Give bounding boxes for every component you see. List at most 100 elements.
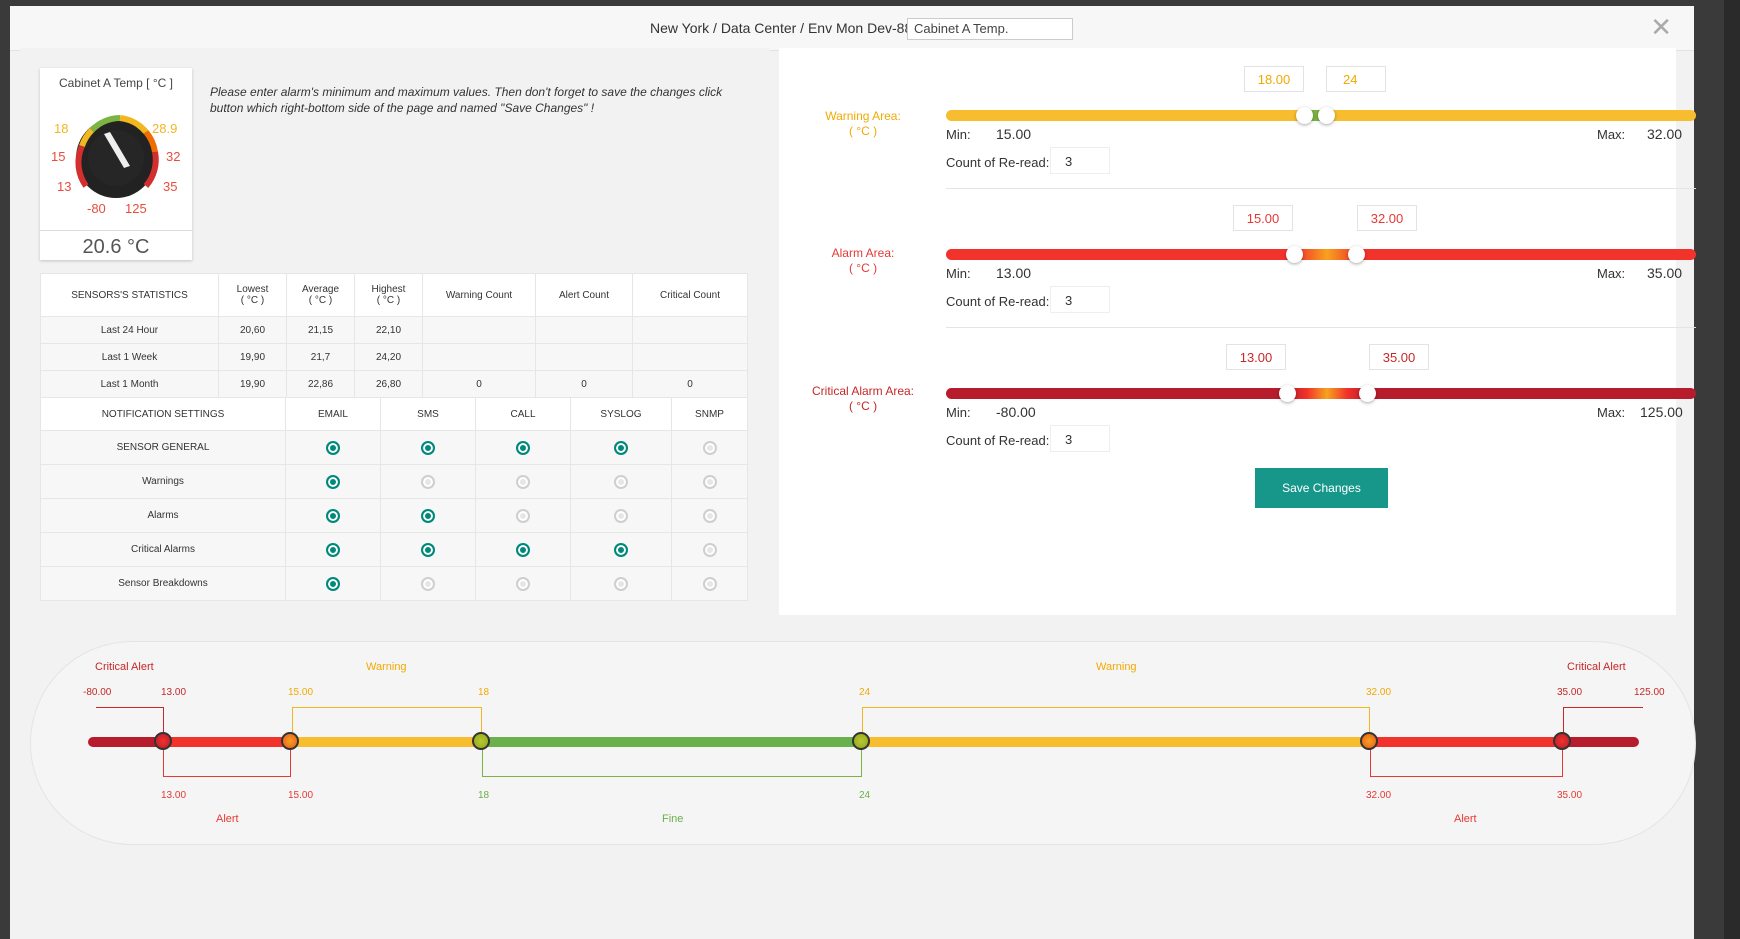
warning-low-input[interactable]: 18.00 (1244, 66, 1304, 92)
call-radio[interactable] (516, 474, 530, 489)
alarm-area-unit: ( °C ) (848, 261, 878, 275)
syslog-radio[interactable] (614, 508, 628, 523)
gauge-divider (40, 230, 192, 231)
warning-right-top-bracket (862, 707, 1370, 738)
scale-alert-left-segment (164, 737, 291, 747)
table-row: Last 1 Week 19,90 21,7 24,20 (40, 343, 748, 371)
alarm-max-handle[interactable] (1348, 246, 1365, 263)
critical-area-unit: ( °C ) (848, 399, 878, 413)
table-row: SENSOR GENERAL (40, 430, 748, 465)
sms-radio[interactable] (421, 508, 435, 523)
warning-high-input[interactable]: 24 (1326, 66, 1386, 92)
scale-critical-alert-right-label: Critical Alert (1567, 661, 1626, 673)
warning-reread-input[interactable]: 3 (1050, 147, 1110, 174)
alarm-reread-label: Count of Re-read: (946, 294, 1050, 309)
warning-max-handle[interactable] (1318, 107, 1335, 124)
notif-row-label: Critical Alarms (40, 532, 286, 567)
stats-cell-average: 21,7 (286, 343, 355, 371)
syslog-radio[interactable] (614, 440, 628, 455)
warning-area-slider[interactable] (946, 107, 1696, 124)
critical-max-value: 125.00 (1640, 404, 1683, 420)
alarm-low-input[interactable]: 15.00 (1233, 205, 1293, 231)
alarm-reread-input[interactable]: 3 (1050, 286, 1110, 313)
scale-fine-segment (482, 737, 862, 747)
table-row: Sensor Breakdowns (40, 566, 748, 601)
alarm-high-input[interactable]: 32.00 (1357, 205, 1417, 231)
syslog-radio[interactable] (614, 474, 628, 489)
sms-radio[interactable] (421, 542, 435, 557)
scale-marker-critical-high (1553, 732, 1571, 750)
warning-min-value: 15.00 (996, 126, 1032, 142)
warning-left-top-bracket (292, 707, 482, 738)
warning-min-handle[interactable] (1296, 107, 1313, 124)
critical-left-top-bracket (96, 707, 164, 738)
sms-radio[interactable] (421, 440, 435, 455)
notif-header-sms: SMS (380, 397, 476, 431)
page-scrollbar[interactable] (1724, 0, 1740, 939)
snmp-radio[interactable] (702, 440, 717, 455)
stats-cell-average: 22,86 (286, 370, 355, 398)
email-radio[interactable] (326, 440, 340, 455)
alarm-min-handle[interactable] (1286, 246, 1303, 263)
scale-top-value: 32.00 (1366, 687, 1392, 698)
warning-area-unit: ( °C ) (848, 124, 878, 138)
stats-cell-highest: 22,10 (354, 316, 423, 344)
email-radio[interactable] (326, 542, 340, 557)
critical-min-handle[interactable] (1279, 385, 1296, 402)
email-radio[interactable] (326, 576, 340, 591)
stats-header-lowest: Lowest ( °C ) (218, 273, 287, 317)
snmp-radio[interactable] (702, 508, 717, 523)
critical-reread-input[interactable]: 3 (1050, 425, 1110, 452)
warning-max-label: Max: (1597, 127, 1626, 142)
call-radio[interactable] (516, 440, 530, 455)
notif-row-label: Sensor Breakdowns (40, 566, 286, 601)
call-radio[interactable] (516, 576, 530, 591)
gauge-label-alarm-low: 15 (51, 149, 66, 164)
stats-cell-warning (422, 343, 536, 371)
scale-alert-right-label: Alert (1454, 813, 1477, 825)
scale-critical-left-segment (88, 737, 164, 747)
gauge-dial (75, 115, 159, 198)
scale-alert-right-segment (1370, 737, 1563, 747)
syslog-radio[interactable] (614, 542, 628, 557)
scale-top-value: 13.00 (161, 687, 187, 698)
snmp-radio[interactable] (702, 474, 717, 489)
table-row: Warnings (40, 464, 748, 499)
stats-row-label: Last 1 Week (40, 343, 219, 371)
call-radio[interactable] (516, 542, 530, 557)
critical-max-handle[interactable] (1359, 385, 1376, 402)
stats-cell-critical: 0 (632, 370, 748, 398)
snmp-radio[interactable] (702, 542, 717, 557)
sms-radio[interactable] (421, 576, 435, 591)
gauge-label-alarm-high: 32 (166, 149, 181, 164)
scale-critical-alert-left-label: Critical Alert (95, 661, 154, 673)
close-icon[interactable]: ✕ (1650, 12, 1672, 42)
scale-marker-alarm-high (1360, 732, 1378, 750)
stats-cell-warning (422, 316, 536, 344)
alarm-min-value: 13.00 (996, 265, 1032, 281)
scale-warning-left-segment (291, 737, 482, 747)
critical-area-slider[interactable] (946, 385, 1696, 402)
alarm-area-slider[interactable] (946, 246, 1696, 263)
sensor-statistics-table: SENSORS'S STATISTICS Lowest ( °C ) Avera… (40, 273, 748, 398)
sms-radio[interactable] (421, 474, 435, 489)
scale-top-value: -80.00 (83, 687, 112, 698)
call-radio[interactable] (516, 508, 530, 523)
syslog-radio[interactable] (614, 576, 628, 591)
critical-low-input[interactable]: 13.00 (1226, 344, 1286, 370)
scale-warning-right-label: Warning (1096, 661, 1137, 673)
table-header-row: SENSORS'S STATISTICS Lowest ( °C ) Avera… (40, 273, 748, 317)
critical-high-input[interactable]: 35.00 (1369, 344, 1429, 370)
gauge-current-value: 20.6 °C (82, 236, 150, 258)
scale-top-value: 24 (859, 687, 871, 698)
email-radio[interactable] (326, 508, 340, 523)
stats-cell-average: 21,15 (286, 316, 355, 344)
snmp-radio[interactable] (702, 576, 717, 591)
sensor-name-input[interactable]: Cabinet A Temp. (907, 18, 1073, 40)
scale-marker-alarm-low (281, 732, 299, 750)
save-changes-button[interactable]: Save Changes (1255, 468, 1388, 508)
email-radio[interactable] (326, 474, 340, 489)
scale-critical-right-segment (1563, 737, 1639, 747)
gauge-title: Cabinet A Temp [ °C ] (59, 76, 173, 90)
gauge-label-warn-low: 18 (54, 121, 69, 136)
